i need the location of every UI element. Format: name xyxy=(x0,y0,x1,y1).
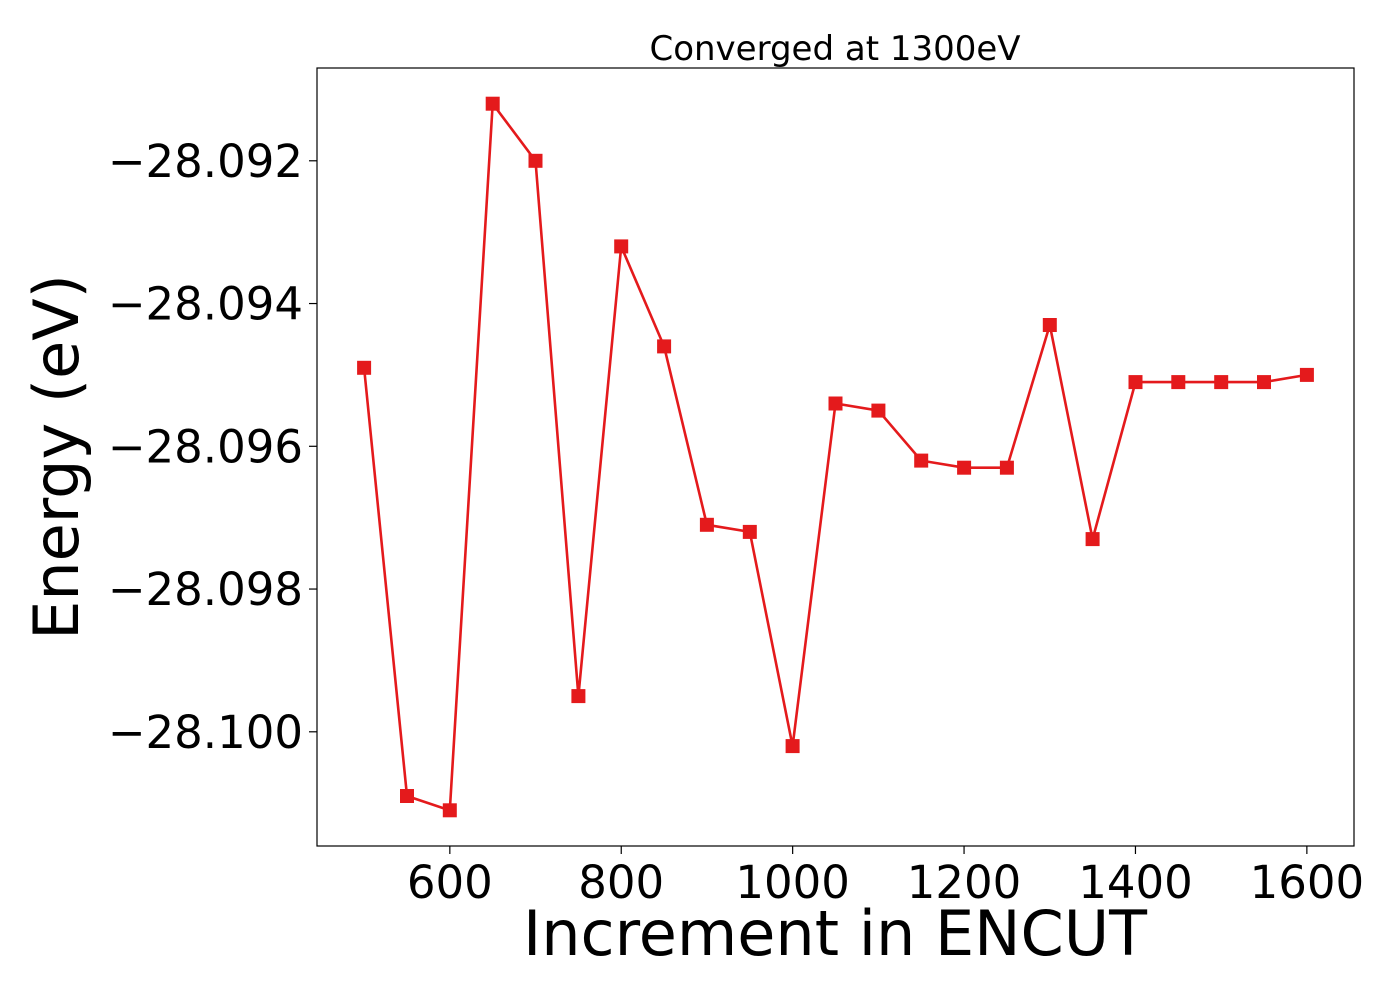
data-point xyxy=(357,360,372,375)
y-tick-label: −28.098 xyxy=(108,563,303,616)
data-point xyxy=(871,403,886,418)
data-point xyxy=(1171,375,1186,390)
data-point xyxy=(1042,318,1057,332)
data-point xyxy=(442,803,457,818)
y-tick-label: −28.092 xyxy=(108,135,303,188)
x-axis: 600 800 1000 1200 1400 1600 xyxy=(407,846,1364,909)
y-tick-label: −28.100 xyxy=(108,706,303,759)
data-point xyxy=(742,524,757,539)
data-point xyxy=(614,239,629,254)
data-point xyxy=(1299,367,1314,382)
y-tick-label: −28.094 xyxy=(108,278,303,331)
series-line xyxy=(362,100,1308,813)
data-point xyxy=(699,517,714,532)
data-point xyxy=(957,460,972,475)
data-point xyxy=(914,453,929,468)
data-point xyxy=(485,96,500,111)
data-point xyxy=(528,153,543,168)
x-tick-label: 1000 xyxy=(735,856,850,909)
x-tick-label: 1600 xyxy=(1250,856,1365,909)
data-point xyxy=(657,339,672,354)
data-point xyxy=(571,689,586,704)
x-tick-label: 800 xyxy=(578,856,664,909)
plot-frame xyxy=(316,67,1355,847)
data-point xyxy=(999,460,1014,475)
data-point xyxy=(828,396,843,411)
data-point xyxy=(1085,532,1100,547)
data-point xyxy=(1128,375,1143,390)
y-axis: −28.100 −28.098 −28.096 −28.094 −28.092 xyxy=(108,135,317,759)
x-tick-label: 1200 xyxy=(907,856,1022,909)
data-point xyxy=(1257,375,1271,390)
x-axis-label: Increment in ENCUT xyxy=(523,897,1148,970)
y-axis-label: Energy (eV) xyxy=(20,274,93,640)
x-tick-label: 600 xyxy=(407,856,493,909)
data-point xyxy=(785,739,800,754)
data-point xyxy=(400,789,414,803)
x-tick-label: 1400 xyxy=(1078,856,1193,909)
data-point xyxy=(1214,375,1229,390)
chart-title: Converged at 1300eV xyxy=(649,29,1020,69)
plot-area xyxy=(357,96,1314,818)
y-tick-label: −28.096 xyxy=(108,420,303,473)
